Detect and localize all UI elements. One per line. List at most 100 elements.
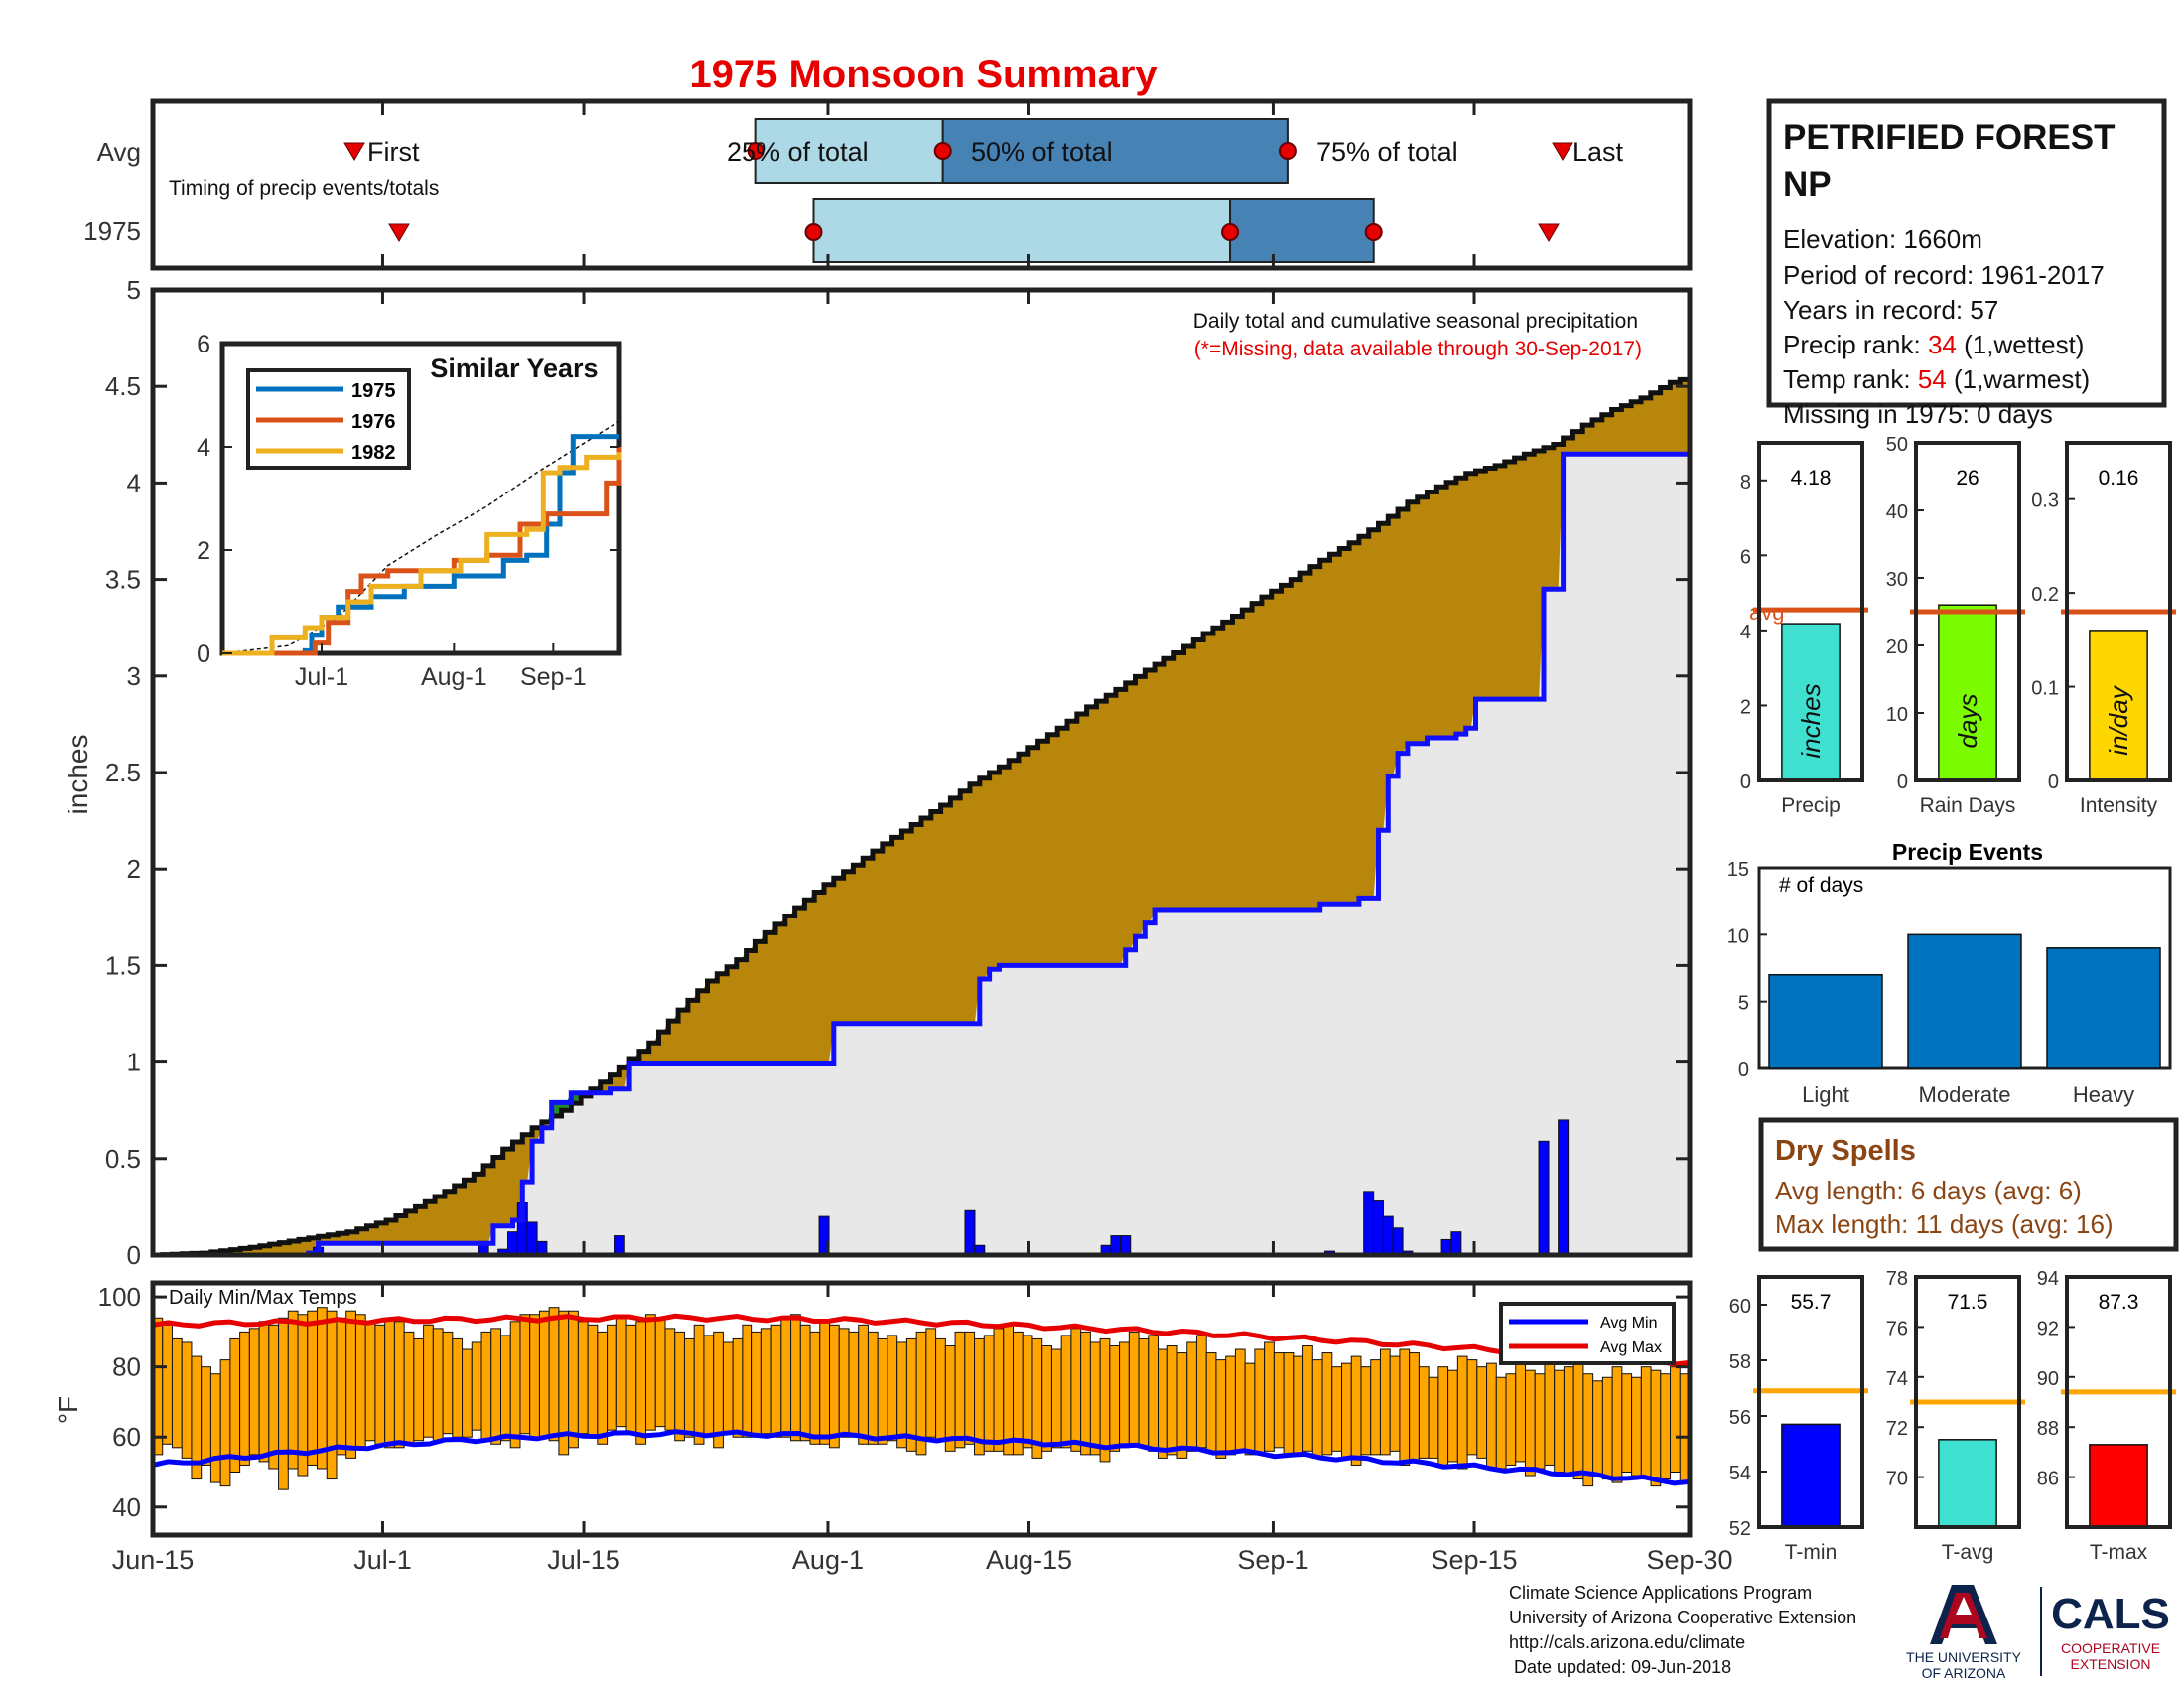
daily-temp-bar [654,1317,666,1428]
inset-series-line [222,434,619,656]
station-name-1: PETRIFIED FOREST [1783,118,2115,157]
mini-value-bar [1781,1423,1841,1528]
last-label: Last [1572,137,1624,167]
mini-ytick-label: 86 [2037,1469,2059,1490]
mini-value-bar [2089,630,2148,781]
daily-temp-bar [336,1317,347,1456]
daily-precip-bar [1558,1119,1570,1256]
temp-ytick-label: 60 [112,1422,141,1452]
timing-row-year: 1975 [83,216,141,246]
daily-temp-bar [1003,1324,1014,1456]
precip-ytick-label: 1.5 [105,950,141,980]
footer-line-3: http://cals.arizona.edu/climate [1509,1632,1745,1652]
daily-temp-bar [568,1310,579,1449]
cumulative-lines [153,376,1693,1258]
daily-temp-bar [1456,1355,1468,1470]
x-tick-label: Jun-15 [112,1545,195,1575]
mini-value-labels: 4.18 26 0.16 55.7 71.5 87.3 [1791,467,2139,1314]
mini-ytick-label: 90 [2037,1368,2059,1390]
dry-spells-max: Max length: 11 days (avg: 16) [1775,1209,2114,1239]
daily-temp-bar [993,1328,1005,1452]
daily-temp-bar [413,1337,425,1442]
daily-temp-bar [1428,1376,1439,1459]
timing-caption: Timing of precip events/totals [169,177,439,200]
daily-temp-bar [1505,1373,1517,1466]
daily-temp-bar [1524,1369,1536,1477]
mini-caption: T-avg [1942,1541,1994,1564]
daily-precip-bar [614,1235,625,1256]
daily-temp-bar [615,1317,627,1428]
temp-ytick-label: 100 [98,1282,141,1312]
ua-line-2: OF ARIZONA [1922,1665,2006,1681]
timing-triangle [1552,142,1573,161]
daily-temp-bar [1273,1352,1285,1449]
daily-temp-bar [1244,1362,1256,1456]
events-bar [1907,933,2022,1069]
days-value: 26 [1956,467,1979,490]
precip-ytick-label: 3.5 [105,565,141,595]
mini-ytick-label: 0 [2048,772,2059,793]
daily-temp-bar [1166,1345,1178,1456]
daily-temp-bar [239,1331,250,1466]
daily-temp-bar [829,1324,840,1449]
timing-dot [747,142,765,160]
daily-temp-bar [607,1324,617,1431]
daily-temp-bar [529,1314,540,1438]
station-missing: Missing in 1975: 0 days [1783,399,2053,429]
events-ytick-label: 5 [1738,993,1749,1015]
daily-temp-bar [423,1324,434,1438]
daily-temp-bar [1225,1355,1236,1456]
university-of-arizona-logo: THE UNIVERSITY OF ARIZONA CALS COOPERATI… [1906,1585,2170,1681]
precip-ytick-label: 5 [127,275,141,305]
mini-ytick-label: 76 [1886,1318,1908,1339]
daily-precip-bar [1120,1235,1132,1256]
mini-ytick-label: 58 [1729,1351,1751,1373]
daily-temp-bar [1389,1355,1401,1452]
daily-temp-bar [1447,1369,1458,1463]
cals-wordmark: CALS [2051,1590,2170,1638]
daily-temp-bar [645,1314,656,1431]
daily-temp-bar [519,1314,531,1435]
daily-temp-bar [1360,1366,1372,1456]
temp-y-ticks: 40 60 80 100 [98,1282,1690,1522]
daily-temp-bar [848,1331,860,1438]
legend-avg-max: Avg Max [1600,1339,1662,1356]
station-name-2: NP [1783,165,1832,204]
daily-temp-bar [1572,1362,1584,1480]
footer-line-4: Date updated: 09-Jun-2018 [1509,1657,1731,1677]
mini-panel-frame [2065,1275,2172,1529]
mini-ytick-label: 88 [2037,1418,2059,1440]
daily-temp-bar [1582,1373,1594,1487]
daily-temp-bar [490,1328,501,1445]
daily-temp-bar [935,1337,946,1442]
inset-xtick-label: Sep-1 [520,663,587,691]
temp-avg-lines [152,1313,1691,1486]
similar-years-inset: 0 2 4 6 Jul-1 Aug-1 Sep-1 Similar Years 1975 1… [197,331,622,691]
figure-title: 1975 Monsoon Summary [689,53,1158,96]
station-years: Years in record: 57 [1783,295,1998,325]
daily-temp-bar [838,1328,850,1438]
daily-temp-bar [944,1345,956,1452]
daily-temp-bar [1331,1366,1343,1452]
temp-ytick-label: 40 [112,1492,141,1522]
mini-panel-frame [2065,441,2172,782]
precip-ytick-label: 4.5 [105,371,141,401]
daily-temp-bar [597,1331,609,1445]
intensity-value: 0.16 [2099,467,2139,490]
daily-precip-bar [1110,1235,1122,1256]
daily-temp-bar [219,1359,231,1487]
daily-temp-bar [1611,1366,1623,1483]
tmax-value: 87.3 [2099,1291,2139,1314]
daily-precip-bar [1392,1227,1404,1256]
daily-precip-bars [313,1119,1570,1256]
daily-temp-bar [326,1310,338,1480]
daily-temp-bar [307,1310,319,1466]
mini-value-bar [2089,1444,2148,1528]
mini-unit-label: in/day [2104,684,2133,755]
timing-dot [804,223,823,241]
daily-temp-bar [1254,1348,1266,1456]
daily-precip-bar [1372,1200,1384,1256]
avg-max-line [152,1313,1691,1367]
daily-temp-bar [1409,1352,1420,1463]
events-title: Precip Events [1892,839,2043,865]
